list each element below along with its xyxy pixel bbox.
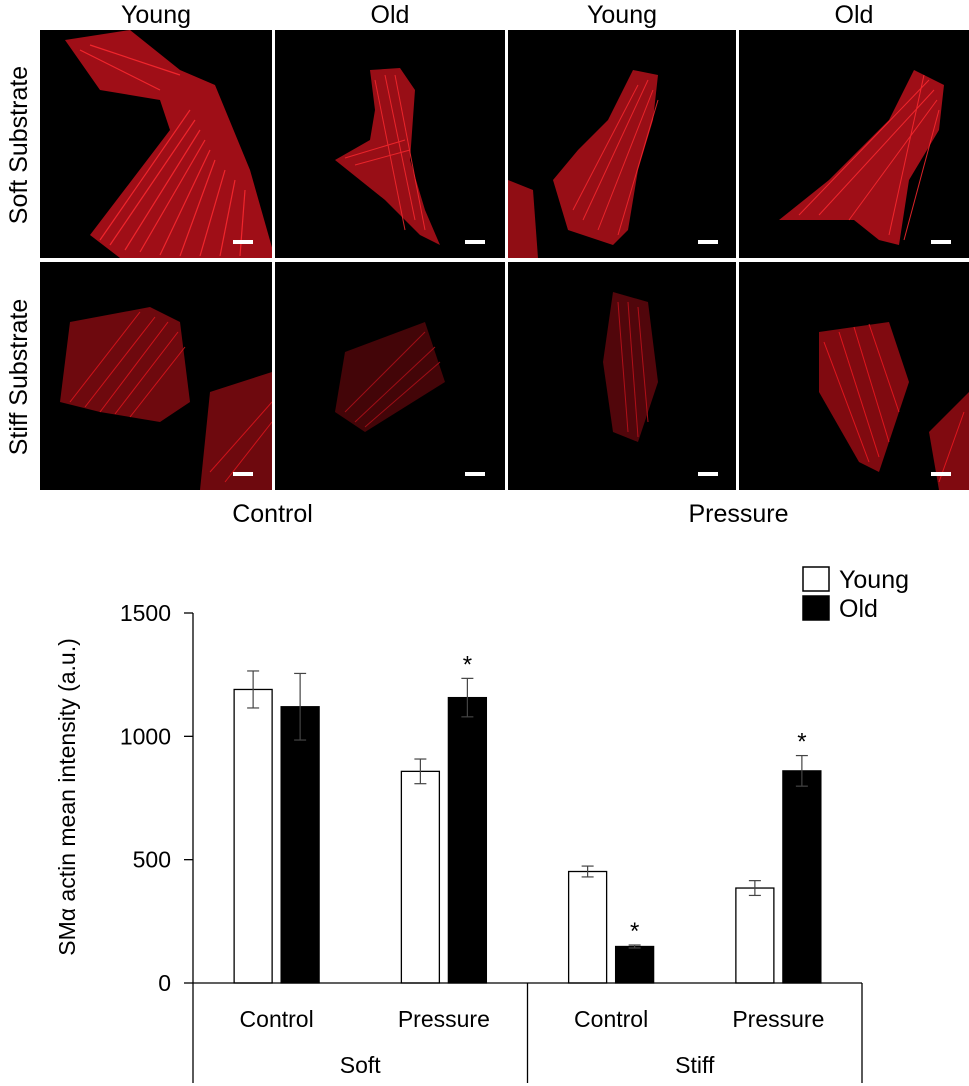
micrograph-soft-old-control: [275, 30, 505, 258]
micrograph-stiff-young-control: [40, 262, 272, 490]
legend-swatch-old: [802, 595, 830, 621]
bar-young: [567, 870, 608, 984]
micrograph-soft-young-pressure: [508, 30, 736, 258]
x-group-label: Soft: [340, 1052, 382, 1078]
significance-marker: *: [630, 918, 639, 945]
legend-label-old: Old: [839, 595, 878, 623]
bar-young: [735, 887, 775, 984]
bar-old: [280, 706, 320, 984]
bar-chart: 0 500 1000 1500 * * * Control Pressure Control P…: [54, 566, 909, 1083]
x-tick-label: Pressure: [398, 1006, 490, 1032]
y-axis-label: SMα actin mean intensity (a.u.): [54, 638, 80, 956]
x-tick-label: Control: [574, 1006, 648, 1032]
scale-bar: [233, 240, 253, 244]
scale-bar: [931, 240, 951, 244]
column-label-old-pressure: Old: [834, 1, 874, 29]
micrograph-soft-young-control: [40, 30, 272, 258]
legend-label-young: Young: [839, 566, 909, 594]
x-tick-label: Control: [240, 1006, 314, 1032]
column-label-young-control: Young: [121, 1, 191, 29]
group-label-control: Control: [232, 500, 313, 528]
scale-bar: [698, 240, 718, 244]
y-tick-label: 1500: [120, 600, 171, 626]
micrograph-stiff-old-control: [275, 262, 505, 490]
bar-old: [447, 696, 488, 984]
y-tick-label: 500: [133, 847, 171, 873]
scale-bar: [465, 240, 485, 244]
micrograph-stiff-young-pressure: [508, 262, 736, 490]
scale-bar: [698, 472, 718, 476]
column-label-young-pressure: Young: [587, 1, 657, 29]
significance-marker: *: [797, 729, 806, 756]
bar-young: [233, 688, 273, 984]
row-label-soft-substrate: Soft Substrate: [5, 65, 33, 225]
x-group-label: Stiff: [675, 1052, 715, 1078]
bar-young: [400, 770, 441, 984]
bar-old: [614, 945, 655, 984]
legend-swatch-young: [802, 566, 830, 592]
significance-marker: *: [463, 651, 472, 678]
bars-group: * * *: [233, 651, 822, 984]
bar-old: [782, 770, 822, 984]
micrograph-stiff-old-pressure: [739, 262, 969, 490]
column-label-old-control: Old: [370, 1, 410, 29]
x-tick-label: Pressure: [732, 1006, 824, 1032]
micrograph-soft-old-pressure: [739, 30, 969, 258]
scale-bar: [465, 472, 485, 476]
x-axis: Control Pressure Control Pressure Soft Stiff: [192, 982, 863, 1083]
y-axis: 0 500 1000 1500: [120, 600, 194, 996]
scale-bar: [233, 472, 253, 476]
y-tick-label: 0: [158, 970, 171, 996]
scale-bar: [931, 472, 951, 476]
group-label-pressure: Pressure: [688, 500, 789, 528]
y-tick-label: 1000: [120, 723, 171, 749]
row-label-stiff-substrate: Stiff Substrate: [5, 298, 33, 456]
